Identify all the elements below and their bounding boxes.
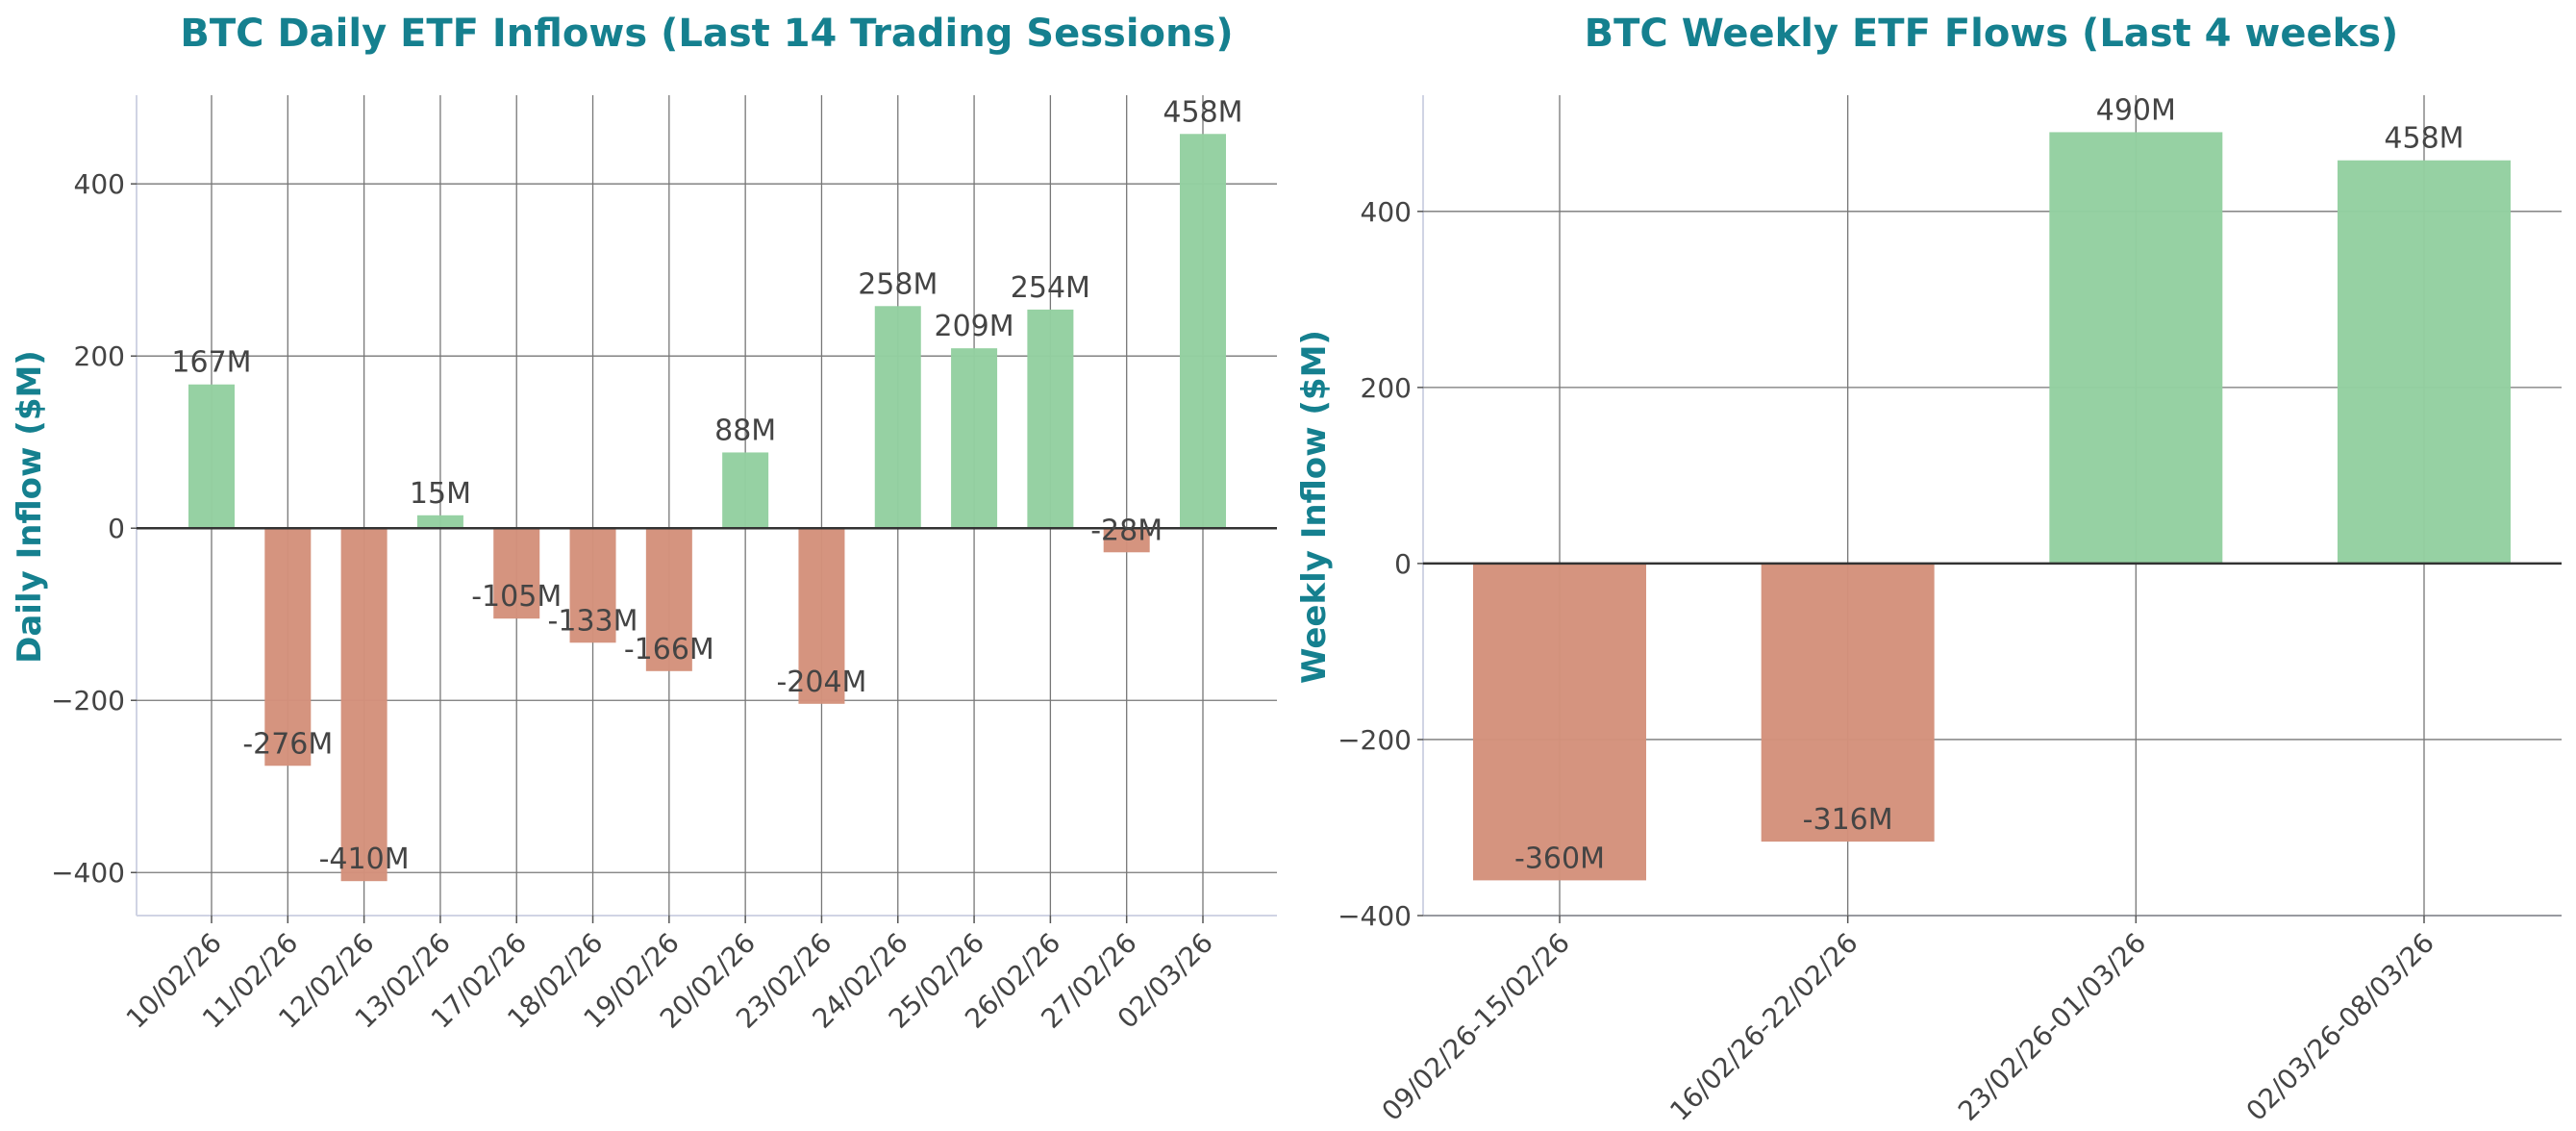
- weekly-y-tick-label: −400: [1338, 900, 1412, 932]
- daily-bar: [951, 348, 998, 529]
- weekly-chart-title: BTC Weekly ETF Flows (Last 4 weeks): [1585, 12, 2399, 56]
- daily-y-axis-label: Daily Inflow ($M): [11, 350, 49, 664]
- weekly-x-tick-label: 23/02/26-01/03/26: [1952, 927, 2152, 1127]
- daily-bar: [645, 528, 692, 671]
- daily-y-tick-label: 400: [74, 168, 125, 200]
- daily-bar: [340, 528, 388, 882]
- daily-bar: [188, 384, 235, 529]
- daily-bar: [493, 528, 540, 619]
- daily-bar: [798, 528, 845, 704]
- daily-data-label: -28M: [1090, 514, 1163, 547]
- daily-data-label: -133M: [548, 604, 638, 638]
- daily-data-label: 254M: [1011, 271, 1090, 305]
- daily-data-label: -105M: [471, 580, 562, 614]
- weekly-bar: [2338, 160, 2511, 564]
- daily-bar: [1180, 134, 1226, 529]
- daily-bar: [264, 528, 312, 767]
- weekly-bar: [1473, 563, 1646, 881]
- daily-bar: [874, 306, 921, 529]
- daily-bar: [1027, 309, 1074, 529]
- weekly-x-tick-label: 09/02/26-15/02/26: [1376, 927, 1576, 1127]
- daily-chart-title: BTC Daily ETF Inflows (Last 14 Trading S…: [180, 12, 1233, 56]
- weekly-x-tick-label: 02/03/26-08/03/26: [2240, 927, 2440, 1127]
- daily-data-label: -204M: [776, 666, 866, 699]
- weekly-plot-area: −400 −200 0 200 400 09/02/26-15/02/26 16/02/26…: [1338, 93, 2562, 1127]
- daily-data-label: 167M: [171, 346, 251, 380]
- daily-data-label: -276M: [242, 727, 333, 761]
- daily-data-label: 15M: [410, 477, 471, 511]
- daily-y-tick-label: −200: [51, 685, 125, 716]
- weekly-bar: [1761, 563, 1935, 842]
- daily-bar: [722, 452, 769, 529]
- daily-bar: [416, 515, 463, 529]
- daily-y-tick-label: −400: [51, 857, 125, 889]
- weekly-bar: [2049, 132, 2223, 564]
- weekly-data-label: -360M: [1514, 842, 1605, 875]
- daily-data-label: 209M: [934, 310, 1013, 343]
- daily-data-label: -410M: [319, 842, 410, 876]
- weekly-data-label: 458M: [2384, 122, 2463, 156]
- weekly-data-label: 490M: [2096, 93, 2176, 127]
- daily-data-label: 88M: [714, 414, 776, 447]
- weekly-data-label: -316M: [1803, 803, 1893, 837]
- weekly-y-tick-label: 0: [1394, 548, 1412, 580]
- daily-data-label: -166M: [624, 633, 714, 666]
- daily-plot-area: −400−200020040010/02/2611/02/2612/02/261…: [51, 95, 1277, 1035]
- daily-data-label: 458M: [1163, 95, 1242, 129]
- daily-bar: [1103, 528, 1150, 553]
- weekly-x-tick-label: 16/02/26-22/02/26: [1663, 927, 1863, 1127]
- weekly-y-tick-label: −200: [1338, 724, 1412, 756]
- daily-bar: [569, 528, 616, 643]
- weekly-y-tick-label: 400: [1361, 196, 1412, 228]
- daily-data-label: 258M: [858, 267, 938, 301]
- daily-y-tick-label: 200: [74, 340, 125, 372]
- weekly-y-axis-label: Weekly Inflow ($M): [1295, 330, 1334, 684]
- weekly-y-tick-label: 200: [1361, 372, 1412, 404]
- daily-y-tick-label: 0: [108, 513, 125, 544]
